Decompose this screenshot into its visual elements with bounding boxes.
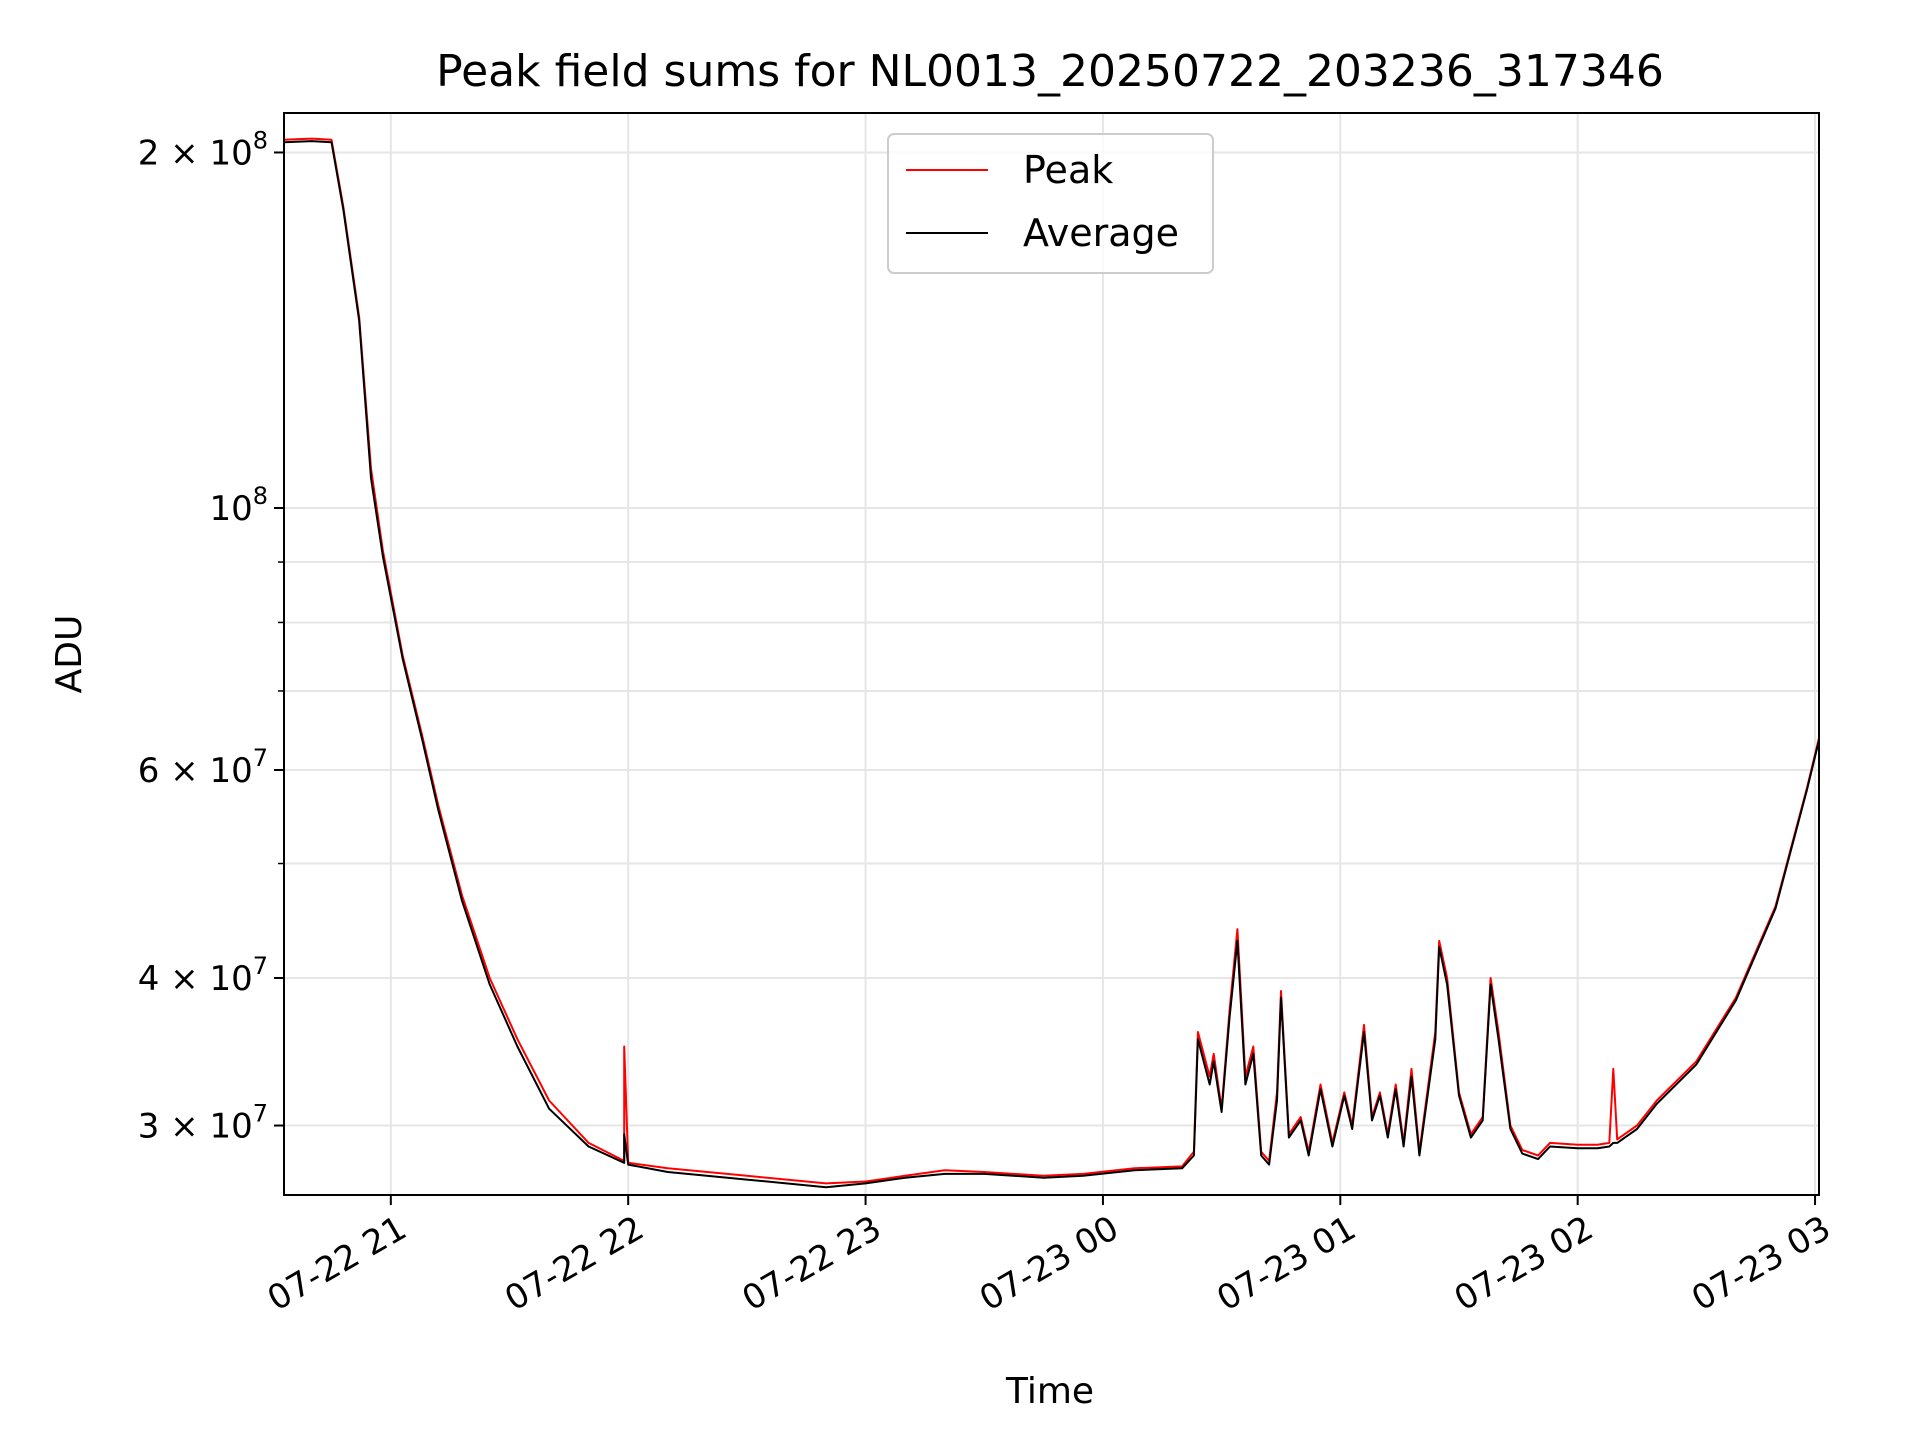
- legend: Peak Average: [887, 133, 1214, 274]
- legend-label-peak: Peak: [1023, 148, 1113, 192]
- y-tick-label: 2 × 108: [138, 126, 268, 173]
- series-line-average: [284, 140, 1819, 1189]
- y-tick-label: 108: [209, 482, 268, 529]
- y-tick-label: 4 × 107: [138, 952, 268, 999]
- series-layer: [284, 137, 1819, 1189]
- grid-lines: [284, 113, 1819, 1195]
- y-axis-label: ADU: [49, 615, 90, 694]
- y-tick-label: 6 × 107: [138, 744, 268, 791]
- chart-title: Peak field sums for NL0013_20250722_2032…: [436, 46, 1664, 97]
- x-axis-label: Time: [1005, 1371, 1094, 1412]
- legend-box: [887, 133, 1214, 274]
- legend-label-average: Average: [1023, 211, 1179, 255]
- plot-frame: [283, 112, 1820, 1196]
- y-tick-label: 3 × 107: [138, 1100, 268, 1147]
